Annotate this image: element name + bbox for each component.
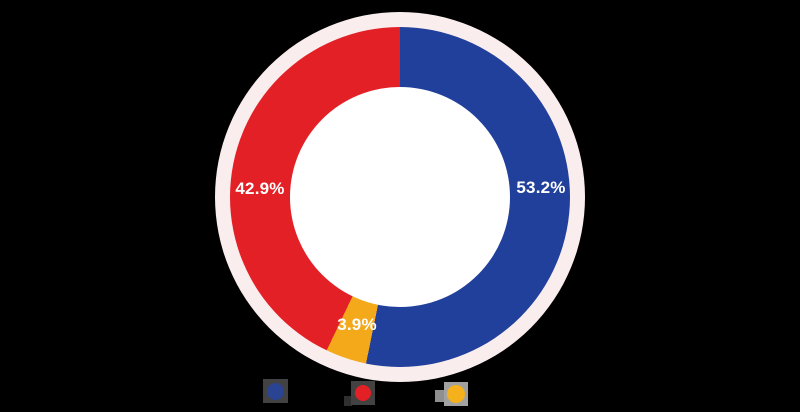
legend-label-fragment [435, 390, 445, 402]
legend-swatch-box [263, 379, 288, 403]
slice-label-yellow: 3.9% [337, 315, 377, 334]
legend-marker-circle-blue [267, 382, 284, 400]
slice-label-blue: 53.2% [516, 178, 566, 197]
legend-marker-circle-red [355, 385, 371, 401]
legend-label-fragment [344, 396, 352, 406]
legend-swatch-box [444, 382, 468, 406]
donut-hole [290, 87, 510, 307]
slice-label-red: 42.9% [235, 179, 285, 198]
legend-marker-circle-yellow [447, 385, 465, 403]
legend-swatch-box [351, 381, 375, 405]
